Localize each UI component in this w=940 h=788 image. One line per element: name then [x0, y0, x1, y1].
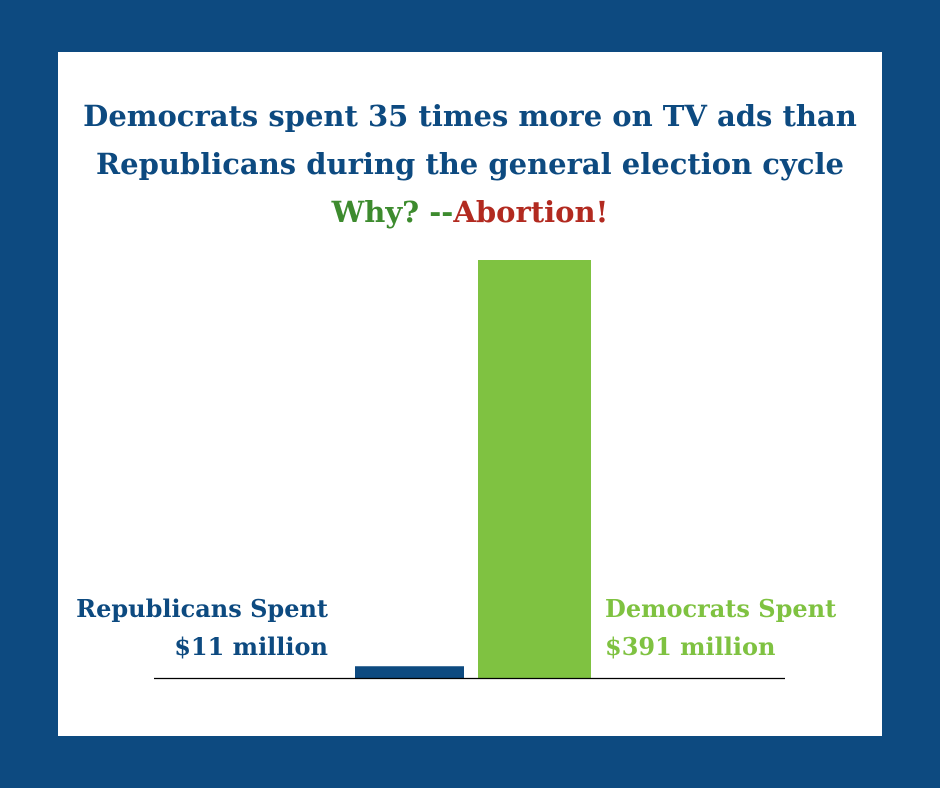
democrats-label: Democrats Spent $391 million: [605, 590, 882, 666]
democrats-label-value: $391 million: [605, 632, 776, 661]
republicans-label-line-1: Republicans Spent: [76, 594, 328, 623]
chart-title: Democrats spent 35 times more on TV ads …: [58, 92, 882, 236]
abortion-text: Abortion!: [453, 195, 609, 229]
republicans-label-value: $11 million: [174, 632, 328, 661]
title-line-2: Republicans during the general election …: [96, 147, 844, 181]
bar-chart: [154, 260, 785, 680]
democrats-label-line-1: Democrats Spent: [605, 594, 837, 623]
republicans-label: Republicans Spent $11 million: [58, 590, 328, 666]
republicans-bar: [355, 666, 464, 678]
why-text: Why? --: [331, 195, 454, 229]
title-line-1: Democrats spent 35 times more on TV ads …: [83, 99, 857, 133]
democrats-bar: [478, 260, 591, 678]
title-line-3: Why? --Abortion!: [58, 188, 882, 236]
chart-card: Democrats spent 35 times more on TV ads …: [58, 52, 882, 736]
